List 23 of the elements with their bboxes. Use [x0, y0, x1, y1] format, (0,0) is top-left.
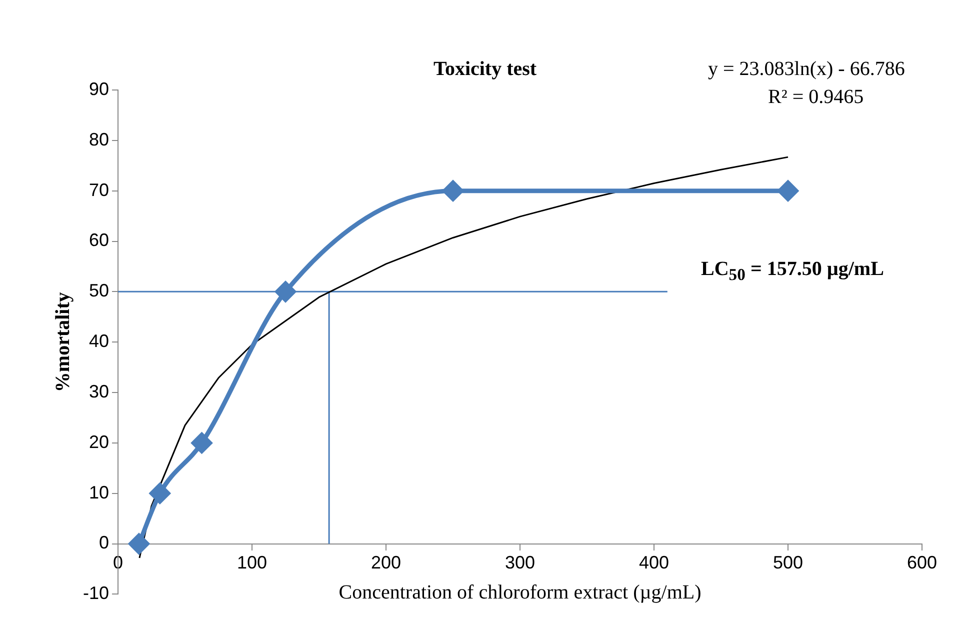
y-tick-label: 90 — [88, 78, 110, 99]
x-tick-label: 400 — [638, 552, 670, 573]
y-tick-label: 80 — [88, 129, 110, 150]
text: y = 23.083ln(x) - 66.786 — [708, 58, 905, 81]
y-tick-label: 60 — [88, 230, 110, 250]
y-tick-label: 50 — [88, 280, 110, 301]
chart-title: Toxicity test — [433, 58, 537, 80]
x-tick-label: 500 — [772, 552, 804, 573]
y-tick-label: 20 — [88, 432, 110, 452]
y-tick-label: 10 — [88, 482, 110, 502]
x-tick-label: 200 — [370, 552, 402, 573]
y-tick-label: -10 — [83, 583, 110, 604]
y-axis-title: %mortality — [52, 292, 74, 392]
annotation: R² = 0.9465 — [768, 86, 864, 109]
annotation: LC$_{50}$ = 157.50 µg/mL — [701, 258, 884, 285]
x-tick-label: 600 — [906, 552, 938, 573]
y-tick-label: 70 — [88, 180, 110, 200]
x-tick-label: 300 — [504, 552, 536, 573]
y-tick-label: 0 — [99, 532, 110, 553]
x-axis-title: Concentration of chloroform extract (µg/mL) — [338, 582, 702, 604]
x-tick-label: 100 — [236, 552, 268, 573]
y-tick-label: 30 — [88, 381, 110, 402]
y-tick-label: 40 — [88, 331, 110, 352]
